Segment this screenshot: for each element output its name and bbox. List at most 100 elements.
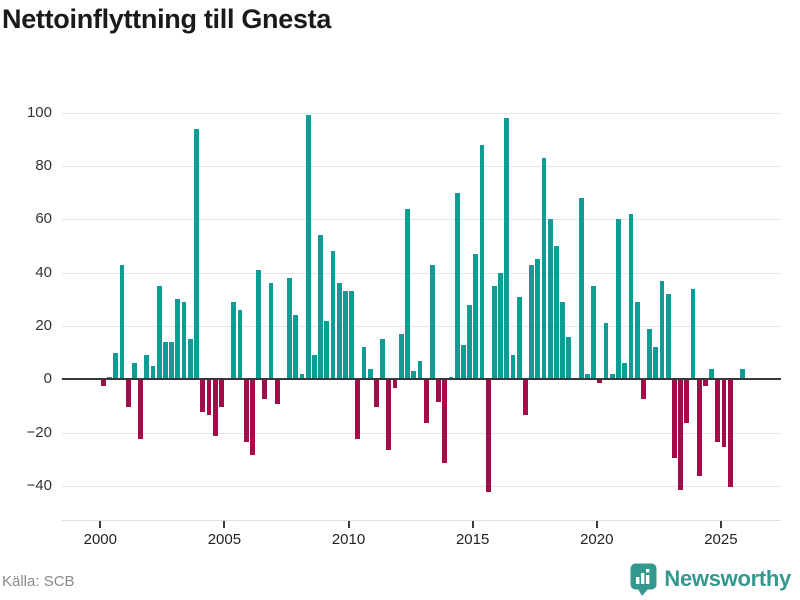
- bar-2001-Q3: [138, 380, 144, 439]
- bar-2007-Q1: [274, 380, 280, 405]
- bar-2024-Q2: [702, 380, 708, 386]
- bar-2023-Q1: [671, 380, 677, 458]
- x-tick-2000: [99, 521, 102, 528]
- bar-2019-Q4: [591, 286, 597, 380]
- bar-2024-Q4: [715, 380, 721, 442]
- bar-2006-Q2: [256, 270, 261, 380]
- bar-2021-Q4: [640, 380, 646, 399]
- bar-2015-Q1: [473, 254, 479, 380]
- bar-2014-Q2: [454, 192, 460, 380]
- gridline-y-20: [62, 326, 781, 327]
- bar-2010-Q1: [349, 291, 355, 380]
- bar-2024-Q3: [709, 368, 714, 380]
- bar-2022-Q4: [665, 294, 671, 380]
- bar-2014-Q4: [467, 304, 472, 380]
- chart-title: Nettoinflyttning till Gnesta: [2, 4, 332, 34]
- bar-2018-Q3: [560, 302, 566, 380]
- bar-2021-Q2: [628, 214, 634, 380]
- bar-2011-Q1: [374, 380, 379, 407]
- bar-2004-Q4: [218, 380, 224, 407]
- newsworthy-wordmark: Newsworthy: [664, 566, 791, 591]
- bar-2005-Q4: [243, 380, 249, 442]
- gridline-y--40: [62, 485, 781, 487]
- bar-2003-Q1: [175, 299, 181, 380]
- y-axis-label--20: −20: [26, 423, 52, 441]
- bar-2020-Q4: [616, 219, 621, 380]
- x-axis-label-2015: 2015: [455, 531, 490, 548]
- bar-2016-Q4: [516, 296, 522, 380]
- bar-2008-Q2: [305, 115, 311, 380]
- bar-2005-Q3: [237, 310, 243, 380]
- plot-bottom-border: [62, 519, 781, 521]
- bar-2012-Q3: [411, 371, 417, 380]
- bar-2024-Q1: [696, 380, 702, 477]
- bar-2025-Q2: [727, 380, 733, 487]
- y-axis-label-20: 20: [35, 317, 52, 334]
- bar-2023-Q4: [690, 288, 696, 380]
- x-tick-2005: [223, 521, 226, 528]
- x-axis-label-2025: 2025: [704, 531, 738, 548]
- bar-2022-Q2: [653, 347, 659, 380]
- bar-2017-Q3: [535, 259, 541, 380]
- y-axis-label-0: 0: [43, 370, 52, 388]
- bar-2015-Q2: [479, 144, 485, 380]
- bar-2008-Q4: [318, 235, 323, 380]
- bar-2019-Q3: [585, 373, 590, 380]
- bar-2019-Q2: [578, 198, 584, 380]
- bar-2009-Q2: [330, 251, 336, 380]
- bar-2016-Q3: [510, 355, 516, 380]
- x-axis-label-2000: 2000: [83, 531, 117, 548]
- bar-2020-Q1: [597, 380, 603, 383]
- gridline-y--20: [62, 432, 781, 434]
- x-tick-2020: [595, 521, 598, 528]
- bar-2023-Q3: [684, 380, 690, 423]
- bar-2000-Q2: [107, 376, 112, 380]
- bar-2022-Q3: [659, 280, 665, 380]
- x-tick-2015: [471, 521, 474, 528]
- x-axis-label-2005: 2005: [207, 531, 242, 548]
- bar-2009-Q3: [336, 283, 342, 380]
- bar-2008-Q1: [299, 373, 305, 380]
- bar-2003-Q3: [187, 339, 193, 380]
- bar-2015-Q3: [485, 380, 491, 493]
- x-axis-label-2010: 2010: [331, 531, 366, 548]
- x-tick-2010: [347, 521, 350, 528]
- y-axis-label-80: 80: [35, 157, 52, 175]
- source-note: Källa: SCB: [2, 573, 75, 590]
- bar-2000-Q1: [101, 380, 106, 386]
- bar-2004-Q2: [206, 380, 212, 415]
- bar-2015-Q4: [491, 286, 497, 380]
- bar-2009-Q1: [324, 320, 330, 380]
- bar-2017-Q2: [529, 264, 534, 380]
- bar-2000-Q3: [113, 352, 119, 380]
- bar-2010-Q2: [355, 380, 361, 439]
- bar-2011-Q4: [392, 380, 398, 389]
- newsworthy-logo: Newsworthy: [630, 562, 791, 596]
- bar-2022-Q1: [647, 328, 652, 380]
- bar-2013-Q4: [442, 380, 448, 463]
- bar-2021-Q3: [634, 302, 640, 380]
- bar-2018-Q2: [554, 246, 559, 380]
- x-tick-2025: [719, 521, 722, 528]
- bar-2010-Q4: [367, 368, 373, 380]
- gridline-y-60: [62, 219, 781, 221]
- bar-2012-Q1: [398, 333, 404, 380]
- bar-2001-Q2: [132, 363, 137, 380]
- bar-2005-Q2: [231, 302, 237, 380]
- gridline-y-80: [62, 166, 781, 168]
- bar-2003-Q2: [181, 302, 187, 380]
- bar-2020-Q3: [609, 373, 615, 380]
- gridline-y-40: [62, 272, 781, 274]
- bar-2023-Q2: [678, 380, 683, 490]
- bar-2006-Q1: [249, 380, 255, 455]
- bar-2004-Q1: [200, 380, 206, 413]
- bar-2002-Q2: [156, 286, 162, 380]
- bar-2008-Q3: [312, 355, 317, 380]
- bar-2014-Q3: [460, 344, 466, 380]
- bar-2025-Q1: [721, 380, 727, 447]
- bar-2014-Q1: [448, 376, 454, 380]
- bar-2010-Q3: [361, 347, 367, 380]
- bar-2001-Q1: [125, 380, 131, 407]
- newsworthy-pin-chart-icon: [630, 563, 657, 596]
